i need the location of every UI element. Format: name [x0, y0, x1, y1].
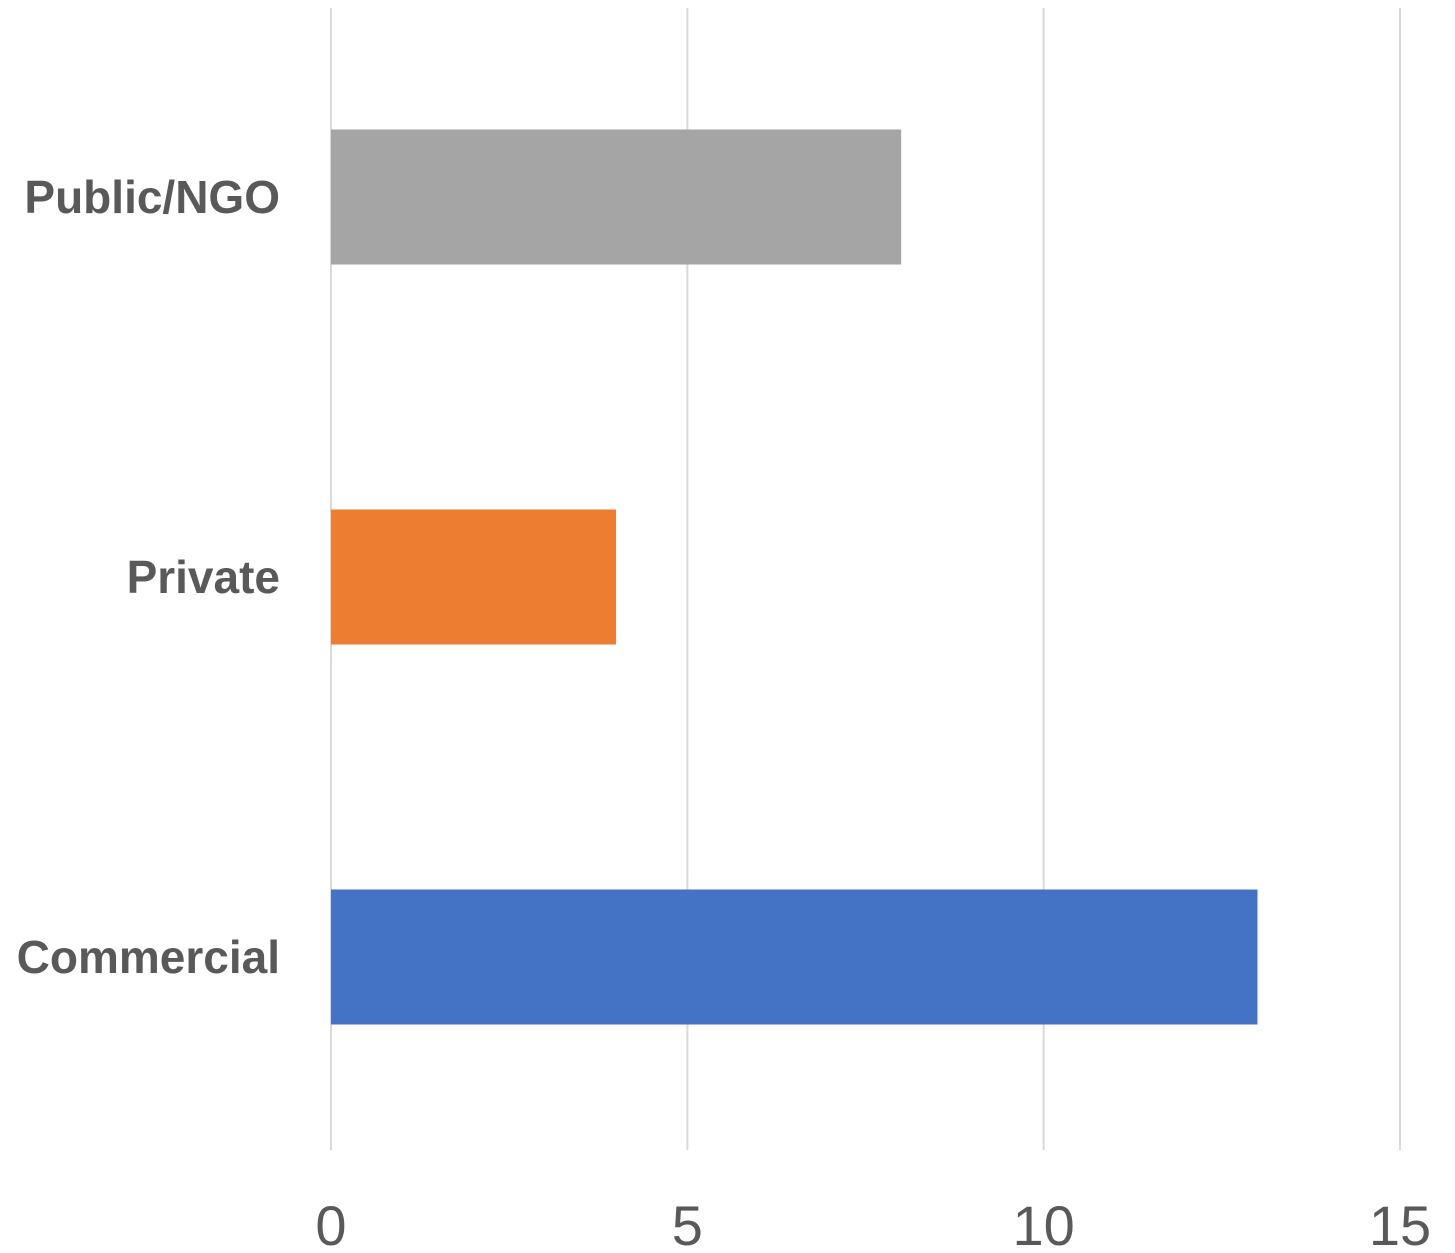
x-tick-label-5: 5: [672, 1194, 703, 1253]
bars: [331, 129, 1258, 1025]
category-label-public-ngo: Public/NGO: [24, 171, 280, 223]
bar-public-ngo: [331, 129, 902, 265]
x-axis-tick-labels: 0 5 10 15: [315, 1194, 1431, 1253]
category-label-commercial: Commercial: [17, 931, 280, 983]
x-tick-label-15: 15: [1369, 1194, 1431, 1253]
bar-private: [331, 509, 617, 645]
bar-commercial: [331, 889, 1258, 1025]
category-label-private: Private: [127, 551, 280, 603]
category-labels: Commercial Private Public/NGO: [17, 171, 280, 983]
x-tick-label-10: 10: [1013, 1194, 1075, 1253]
x-tick-label-0: 0: [315, 1194, 346, 1253]
